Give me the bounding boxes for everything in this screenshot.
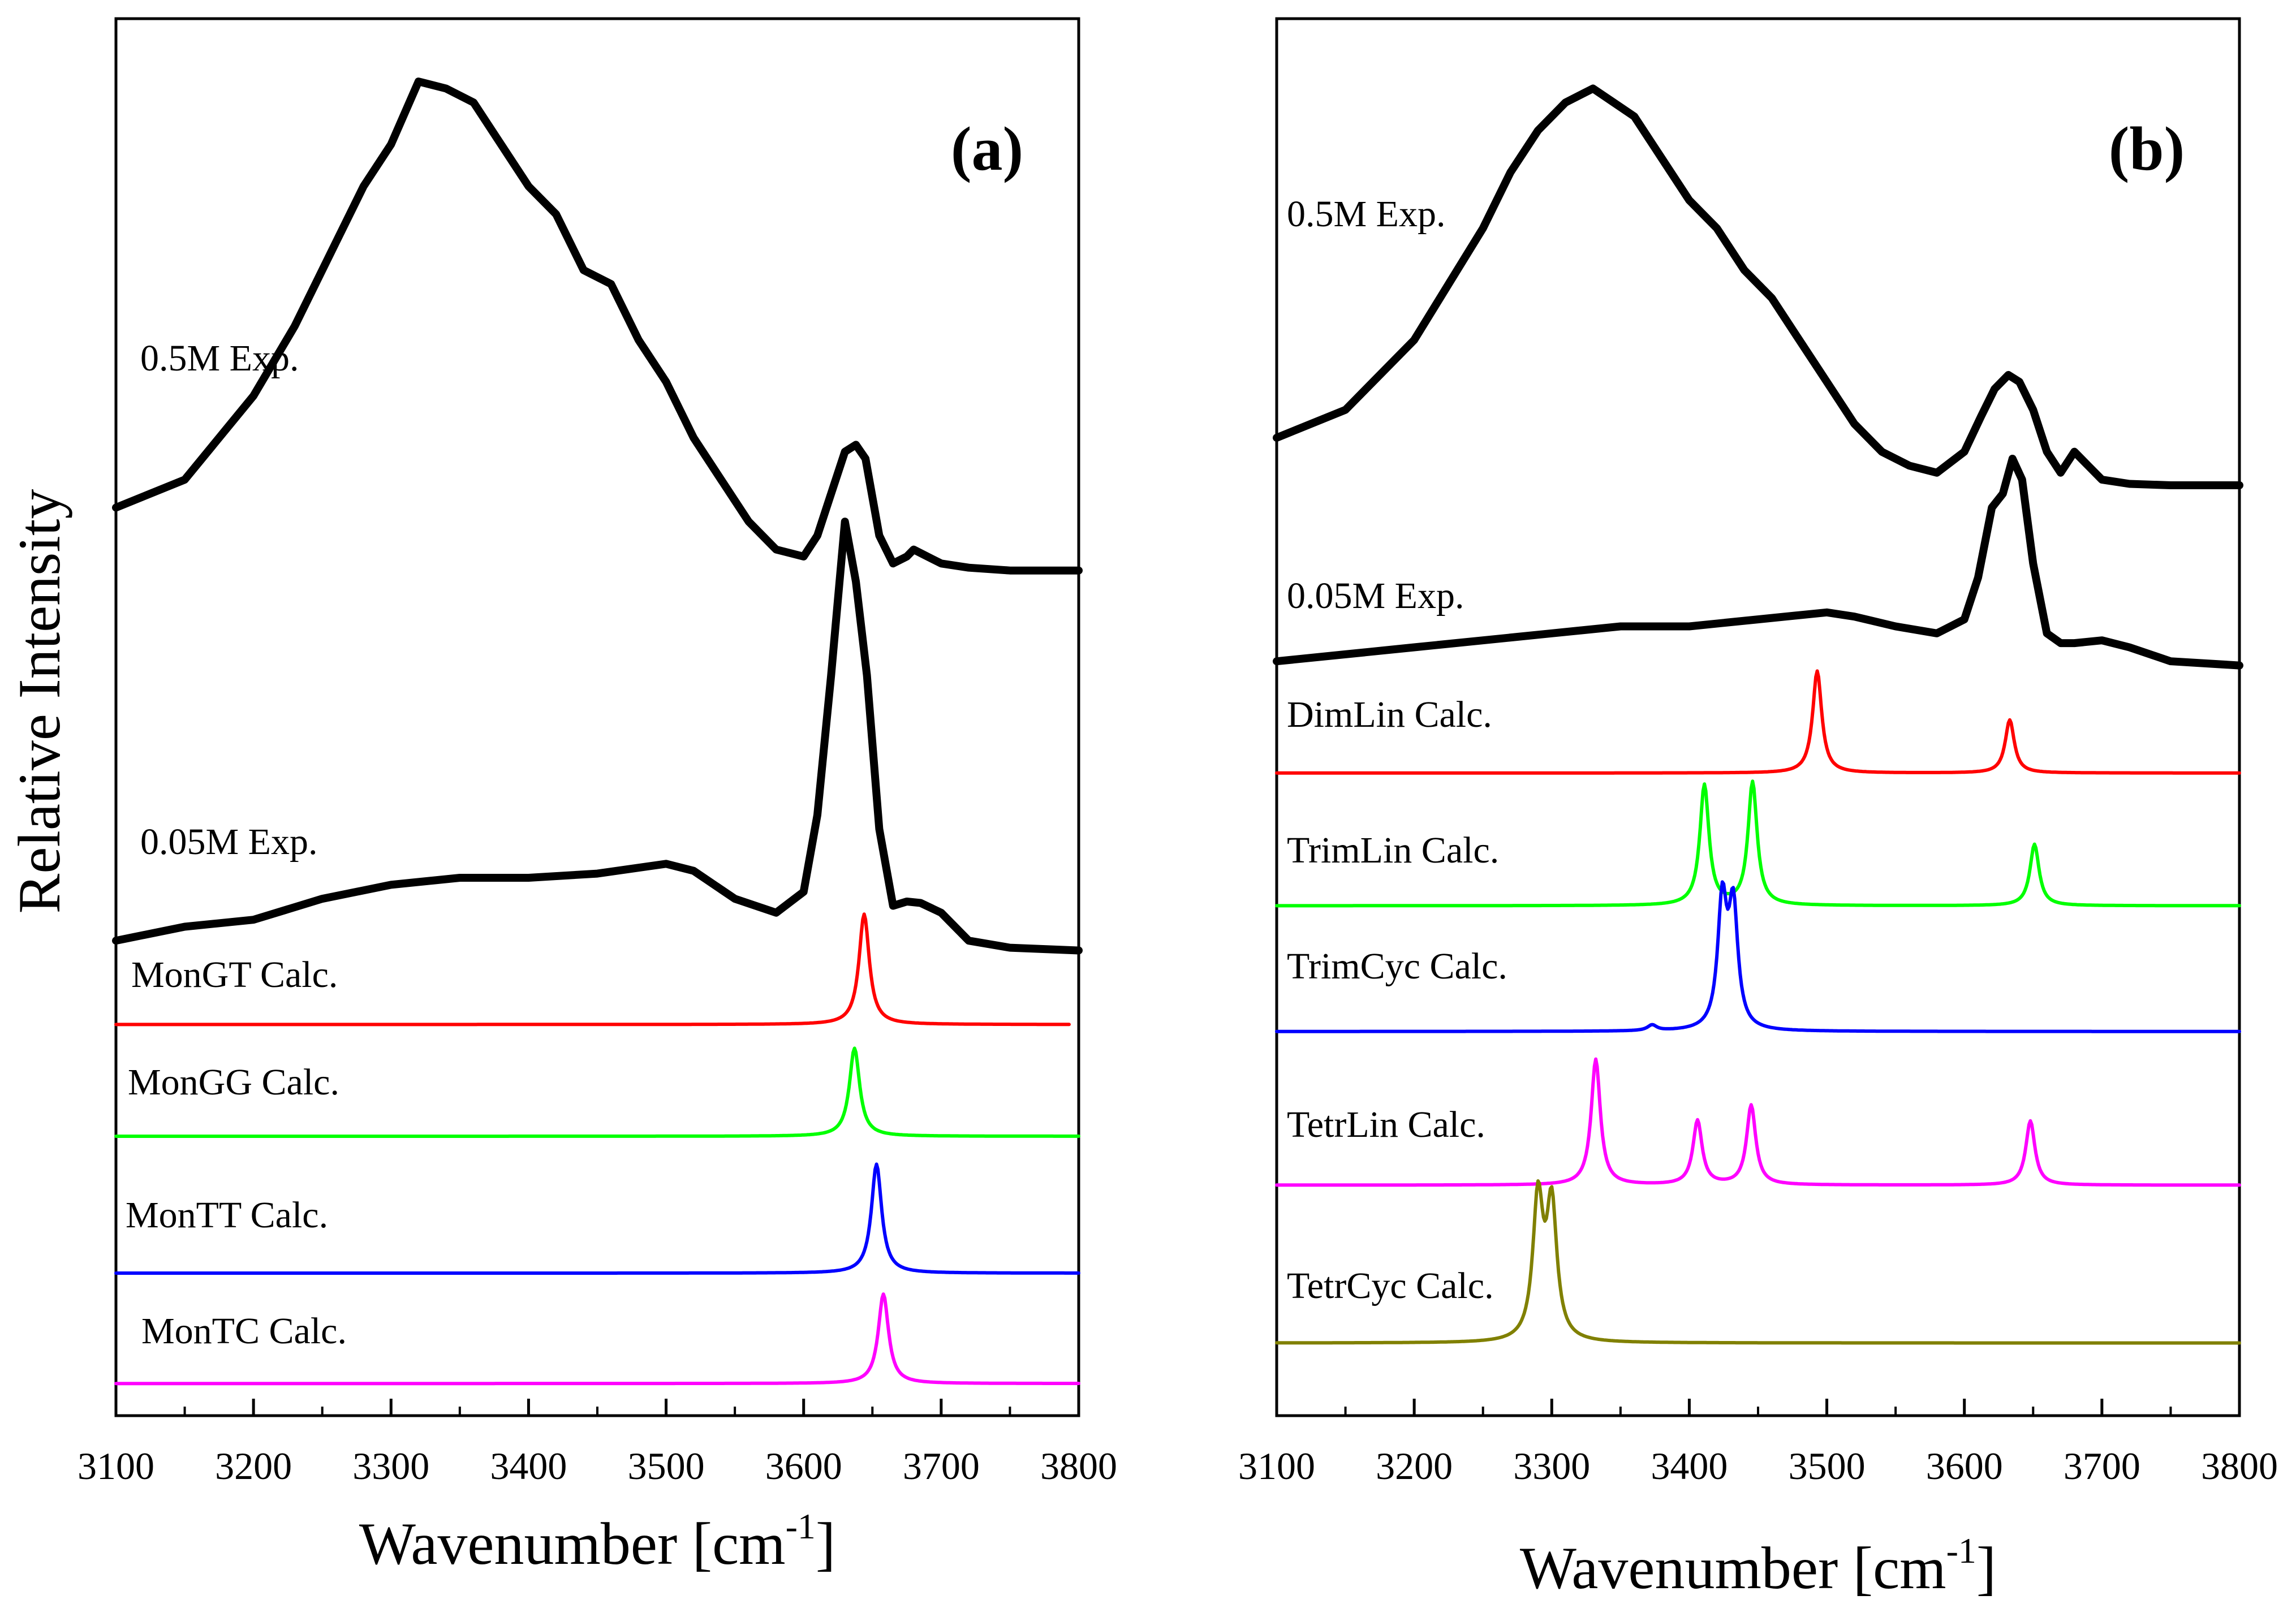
- y-axis-label: Relative Intensity: [6, 489, 72, 914]
- series-label: MonGG Calc.: [128, 1062, 339, 1103]
- panel-b: (b) 3100 3200 3300 3400 3500 3600 3700 3800 0.5…: [1238, 17, 2278, 1601]
- x-axis-ticks-a: 3100 3200 3300 3400 3500 3600 3700 3800: [77, 1399, 1117, 1487]
- series-label: TetrLin Calc.: [1287, 1104, 1485, 1145]
- panel-label-b: (b): [2109, 114, 2185, 183]
- series-line-0-05m-exp-: [1273, 455, 2243, 670]
- x-tick-label: 3100: [1238, 1444, 1315, 1487]
- series-line-mongt-calc-: [114, 912, 1071, 1027]
- series-label: MonTT Calc.: [126, 1195, 328, 1236]
- x-axis-label-a-sup: -1: [786, 1506, 816, 1546]
- series-label: TrimCyc Calc.: [1287, 946, 1507, 987]
- x-tick-label: 3200: [1376, 1444, 1453, 1487]
- x-tick-label: 3700: [903, 1444, 980, 1487]
- series-line-tetrlin-calc-: [1275, 1057, 2241, 1187]
- x-tick-label: 3100: [77, 1444, 154, 1487]
- series-line-0-5m-exp-: [1273, 84, 2243, 489]
- x-tick-label: 3700: [2064, 1444, 2140, 1487]
- x-tick-label: 3800: [1040, 1444, 1117, 1487]
- x-tick-label: 3800: [2201, 1444, 2278, 1487]
- series-line-0-5m-exp-: [112, 77, 1083, 575]
- panel-a: (a) 3100 3200 3300 3400 3500 3600 3700 3800 0.5…: [77, 17, 1117, 1577]
- series-line-dimlin-calc-: [1275, 669, 2241, 775]
- series-line-mongg-calc-: [114, 1046, 1080, 1138]
- x-tick-label: 3300: [352, 1444, 429, 1487]
- series-labels-b: 0.5M Exp. 0.05M Exp. DimLin Calc. TrimLin C…: [1287, 193, 1507, 1306]
- series-label: 0.5M Exp.: [140, 338, 299, 379]
- series-line-trimcyc-calc-: [1275, 880, 2241, 1033]
- x-tick-label: 3500: [1789, 1444, 1866, 1487]
- series-label: DimLin Calc.: [1287, 694, 1492, 735]
- series-group-a: [112, 77, 1083, 1386]
- x-axis-label-b-end: ]: [1976, 1535, 1996, 1601]
- series-line-montc-calc-: [114, 1292, 1080, 1386]
- x-axis-label-a-text: Wavenumber [cm: [359, 1511, 786, 1577]
- series-label: TetrCyc Calc.: [1287, 1265, 1494, 1306]
- series-line-montt-calc-: [114, 1162, 1080, 1275]
- x-axis-label-b-sup: -1: [1946, 1530, 1976, 1571]
- x-tick-label: 3400: [1651, 1444, 1728, 1487]
- x-axis-label-b-text: Wavenumber [cm: [1520, 1535, 1946, 1601]
- x-tick-label: 3200: [215, 1444, 292, 1487]
- x-axis-label-a: Wavenumber [cm-1]: [359, 1506, 835, 1577]
- series-line-tetrcyc-calc-: [1275, 1179, 2241, 1345]
- series-label: TrimLin Calc.: [1287, 830, 1499, 871]
- series-label: 0.05M Exp.: [140, 821, 318, 863]
- x-tick-label: 3300: [1513, 1444, 1590, 1487]
- x-tick-label: 3600: [765, 1444, 842, 1487]
- series-group-b: [1273, 84, 2243, 1345]
- series-labels-a: 0.5M Exp. 0.05M Exp. MonGT Calc. MonGG Calc…: [126, 338, 347, 1352]
- x-tick-label: 3500: [628, 1444, 705, 1487]
- series-label: 0.05M Exp.: [1287, 575, 1464, 616]
- series-line-trimlin-calc-: [1275, 779, 2241, 908]
- x-axis-label-a-end: ]: [816, 1511, 835, 1577]
- x-axis-label-b: Wavenumber [cm-1]: [1520, 1530, 1996, 1601]
- x-tick-label: 3600: [1926, 1444, 2003, 1487]
- x-tick-label: 3400: [490, 1444, 567, 1487]
- x-axis-ticks-b: 3100 3200 3300 3400 3500 3600 3700 3800: [1238, 1399, 2278, 1487]
- series-label: 0.5M Exp.: [1287, 193, 1446, 235]
- series-label: MonTC Calc.: [141, 1310, 347, 1352]
- panel-label-a: (a): [951, 114, 1023, 183]
- series-line-0-05m-exp-: [112, 518, 1083, 955]
- series-label: MonGT Calc.: [131, 954, 338, 995]
